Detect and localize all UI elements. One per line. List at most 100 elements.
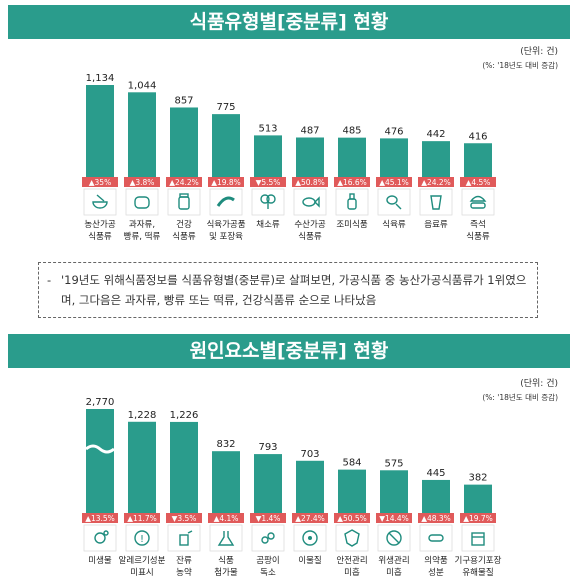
value-label: 416 (468, 131, 487, 142)
change-badge (166, 513, 202, 523)
category-label: 농약 (176, 567, 192, 578)
category-label: 위생관리 (378, 555, 409, 566)
change-badge (292, 177, 328, 187)
value-label: 476 (384, 126, 403, 137)
bar-group: 857 ▲24.2% 건강식품류 (166, 95, 202, 242)
value-label: 1,134 (86, 73, 115, 84)
bar (464, 143, 492, 177)
bar-group: 2,770 ▲13.5% 미생물 (82, 397, 118, 566)
bar-group: 513 ▼5.5% 채소류 (250, 123, 286, 230)
change-badge (250, 513, 286, 523)
change-badge (124, 177, 160, 187)
category-label: 수산가공 (294, 219, 325, 230)
value-label: 445 (426, 468, 445, 479)
category-label: 즉석 (470, 219, 486, 230)
category-label: 건강 (176, 219, 192, 230)
change-badge (460, 177, 496, 187)
bowl-icon (83, 188, 117, 216)
category-label: 성분 (428, 568, 444, 578)
change-label: ▲50.8% (295, 178, 325, 187)
change-badge (208, 513, 244, 523)
hygiene-icon (377, 524, 411, 552)
chart1-unit: (단위: 건) (520, 47, 558, 57)
pesticide-icon (167, 524, 201, 552)
category-label: 미흡 (386, 567, 402, 578)
fish-icon (293, 188, 327, 216)
category-label: 식육가공품 (206, 220, 245, 230)
chart2-unit-note: (단위: 건) (%: '18년도 대비 증감) (482, 378, 558, 404)
category-label: 알레르기성분 (119, 555, 166, 566)
value-label: 485 (342, 126, 361, 137)
sausage-icon (209, 188, 243, 216)
bar-group: 1,044 ▲3.8% 과자류,빵류, 떡류 (124, 80, 161, 242)
packaging-icon (461, 524, 495, 552)
change-badge (334, 513, 370, 523)
category-label: 채소류 (256, 219, 280, 230)
change-label: ▲24.2% (421, 178, 451, 187)
bread-icon (125, 188, 159, 216)
bar (254, 454, 282, 513)
value-label: 487 (300, 125, 319, 136)
category-label: 음료류 (424, 220, 448, 230)
cup-icon (419, 188, 453, 216)
value-label: 857 (174, 95, 193, 106)
bar (254, 135, 282, 177)
category-label: 미표시 (130, 568, 153, 578)
category-label: 식품류 (298, 232, 322, 242)
bar (86, 85, 114, 177)
bar (422, 141, 450, 177)
change-badge (208, 177, 244, 187)
bar (86, 409, 114, 513)
broccoli-icon (251, 188, 285, 216)
change-label: ▼5.5% (256, 178, 281, 187)
bar (296, 137, 324, 177)
bar (170, 107, 198, 177)
note-text: '19년도 위해식품정보를 식품유형별(중분류)로 살펴보면, 가공식품 중 농… (61, 273, 527, 307)
change-label: ▲16.6% (337, 178, 367, 187)
category-label: 잔류 (176, 555, 192, 566)
change-badge (250, 177, 286, 187)
burger-icon (461, 188, 495, 216)
category-label: 이물질 (298, 555, 321, 566)
change-label: ▲19.7% (463, 514, 493, 523)
bar-group: 442 ▲24.2% 음료류 (418, 129, 454, 230)
category-label: 미생물 (88, 555, 112, 566)
category-label: 의약품 (424, 555, 448, 566)
category-label: 식육류 (382, 220, 406, 230)
category-label: 식품류 (172, 232, 196, 242)
bar (380, 138, 408, 177)
change-badge (376, 513, 412, 523)
bar-group: 1,134 ▲35% 농산가공식품류 (82, 73, 118, 242)
change-badge (334, 177, 370, 187)
value-label: 775 (216, 102, 235, 113)
value-label: 1,228 (128, 410, 157, 421)
bar (338, 137, 366, 177)
value-label: 513 (258, 123, 277, 134)
summary-note-box: - '19년도 위해식품정보를 식품유형별(중분류)로 살펴보면, 가공식품 중… (38, 262, 538, 318)
svg-text:!: ! (140, 534, 144, 545)
bar-group: 703 ▲27.4% 이물질 (292, 449, 328, 566)
category-label: 독소 (260, 568, 276, 578)
category-label: 식품류 (88, 232, 112, 242)
change-label: ▲19.8% (211, 178, 241, 187)
change-badge (124, 513, 160, 523)
chart2-title-banner: 원인요소별[중분류] 현황 (8, 334, 570, 368)
change-label: ▲35% (89, 178, 111, 187)
bar (338, 469, 366, 513)
category-label: 유해물질 (462, 567, 493, 578)
value-label: 1,044 (128, 80, 157, 91)
additive-flask-icon (209, 524, 243, 552)
change-badge (166, 177, 202, 187)
bar (422, 479, 450, 513)
value-label: 2,770 (86, 397, 115, 408)
change-badge (460, 513, 496, 523)
value-label: 382 (468, 473, 487, 484)
